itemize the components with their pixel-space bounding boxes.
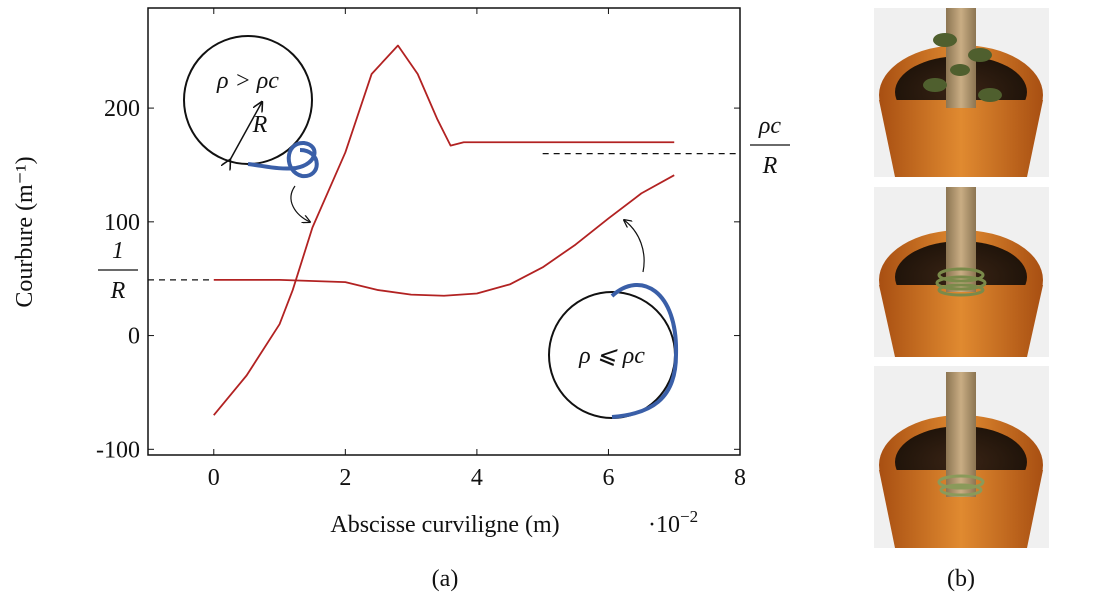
x-axis-label: Abscisse curviligne (m)	[330, 512, 559, 538]
y-tick-label: 0	[128, 324, 140, 350]
line-series	[213, 44, 675, 416]
y-axis-label: Courbure (m⁻¹)	[12, 156, 38, 307]
caption: (a)	[432, 566, 459, 592]
x-scale-base: ·10	[648, 512, 680, 538]
x-scale-label: ·10−2	[648, 507, 698, 538]
x-scale-exponent: −2	[680, 507, 698, 526]
x-tick-label: 8	[734, 465, 746, 491]
fraction-numerator: ρc	[758, 113, 782, 139]
caption: (b)	[947, 566, 975, 592]
renderings	[874, 8, 1049, 548]
y-tick-label: -100	[96, 437, 140, 463]
x-tick-label: 4	[471, 465, 483, 491]
x-tick-label: 2	[339, 465, 351, 491]
fraction-numerator: 1	[112, 238, 124, 264]
fraction-denominator: R	[110, 278, 126, 304]
render-panel	[874, 366, 1049, 548]
line-series	[213, 174, 675, 297]
plot-frame	[147, 7, 741, 456]
annotation: R	[252, 112, 268, 138]
render-panel	[874, 8, 1049, 177]
annotation: ρ ⩽ ρc	[578, 343, 645, 369]
annotation-drawings	[183, 35, 679, 419]
fraction-denominator: R	[762, 153, 778, 179]
x-tick-label: 0	[208, 465, 220, 491]
render-panel	[874, 187, 1049, 357]
x-tick-label: 6	[602, 465, 614, 491]
y-tick-label: 100	[104, 210, 140, 236]
y-tick-label: 200	[104, 96, 140, 122]
annotation: ρ > ρc	[216, 68, 279, 94]
